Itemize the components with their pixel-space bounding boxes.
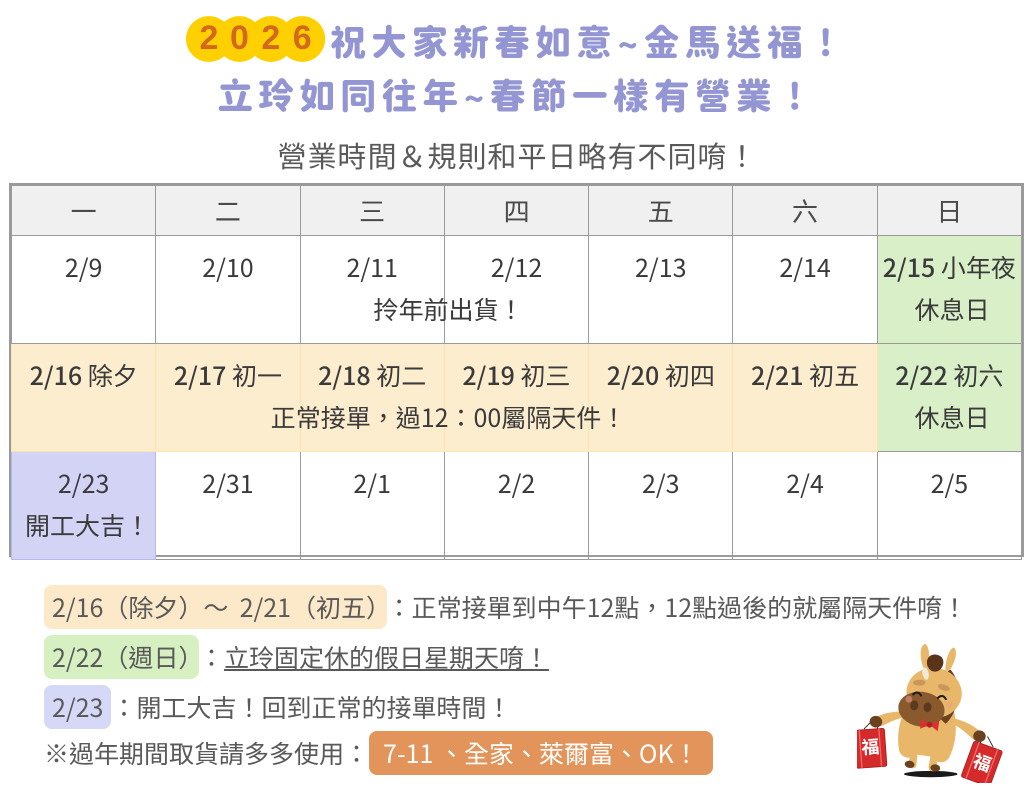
svg-text:2: 2 [200, 19, 219, 57]
svg-text:6: 6 [293, 19, 312, 57]
svg-text:0: 0 [230, 19, 249, 57]
svg-text:2: 2 [262, 19, 281, 57]
svg-text:福: 福 [860, 733, 880, 760]
